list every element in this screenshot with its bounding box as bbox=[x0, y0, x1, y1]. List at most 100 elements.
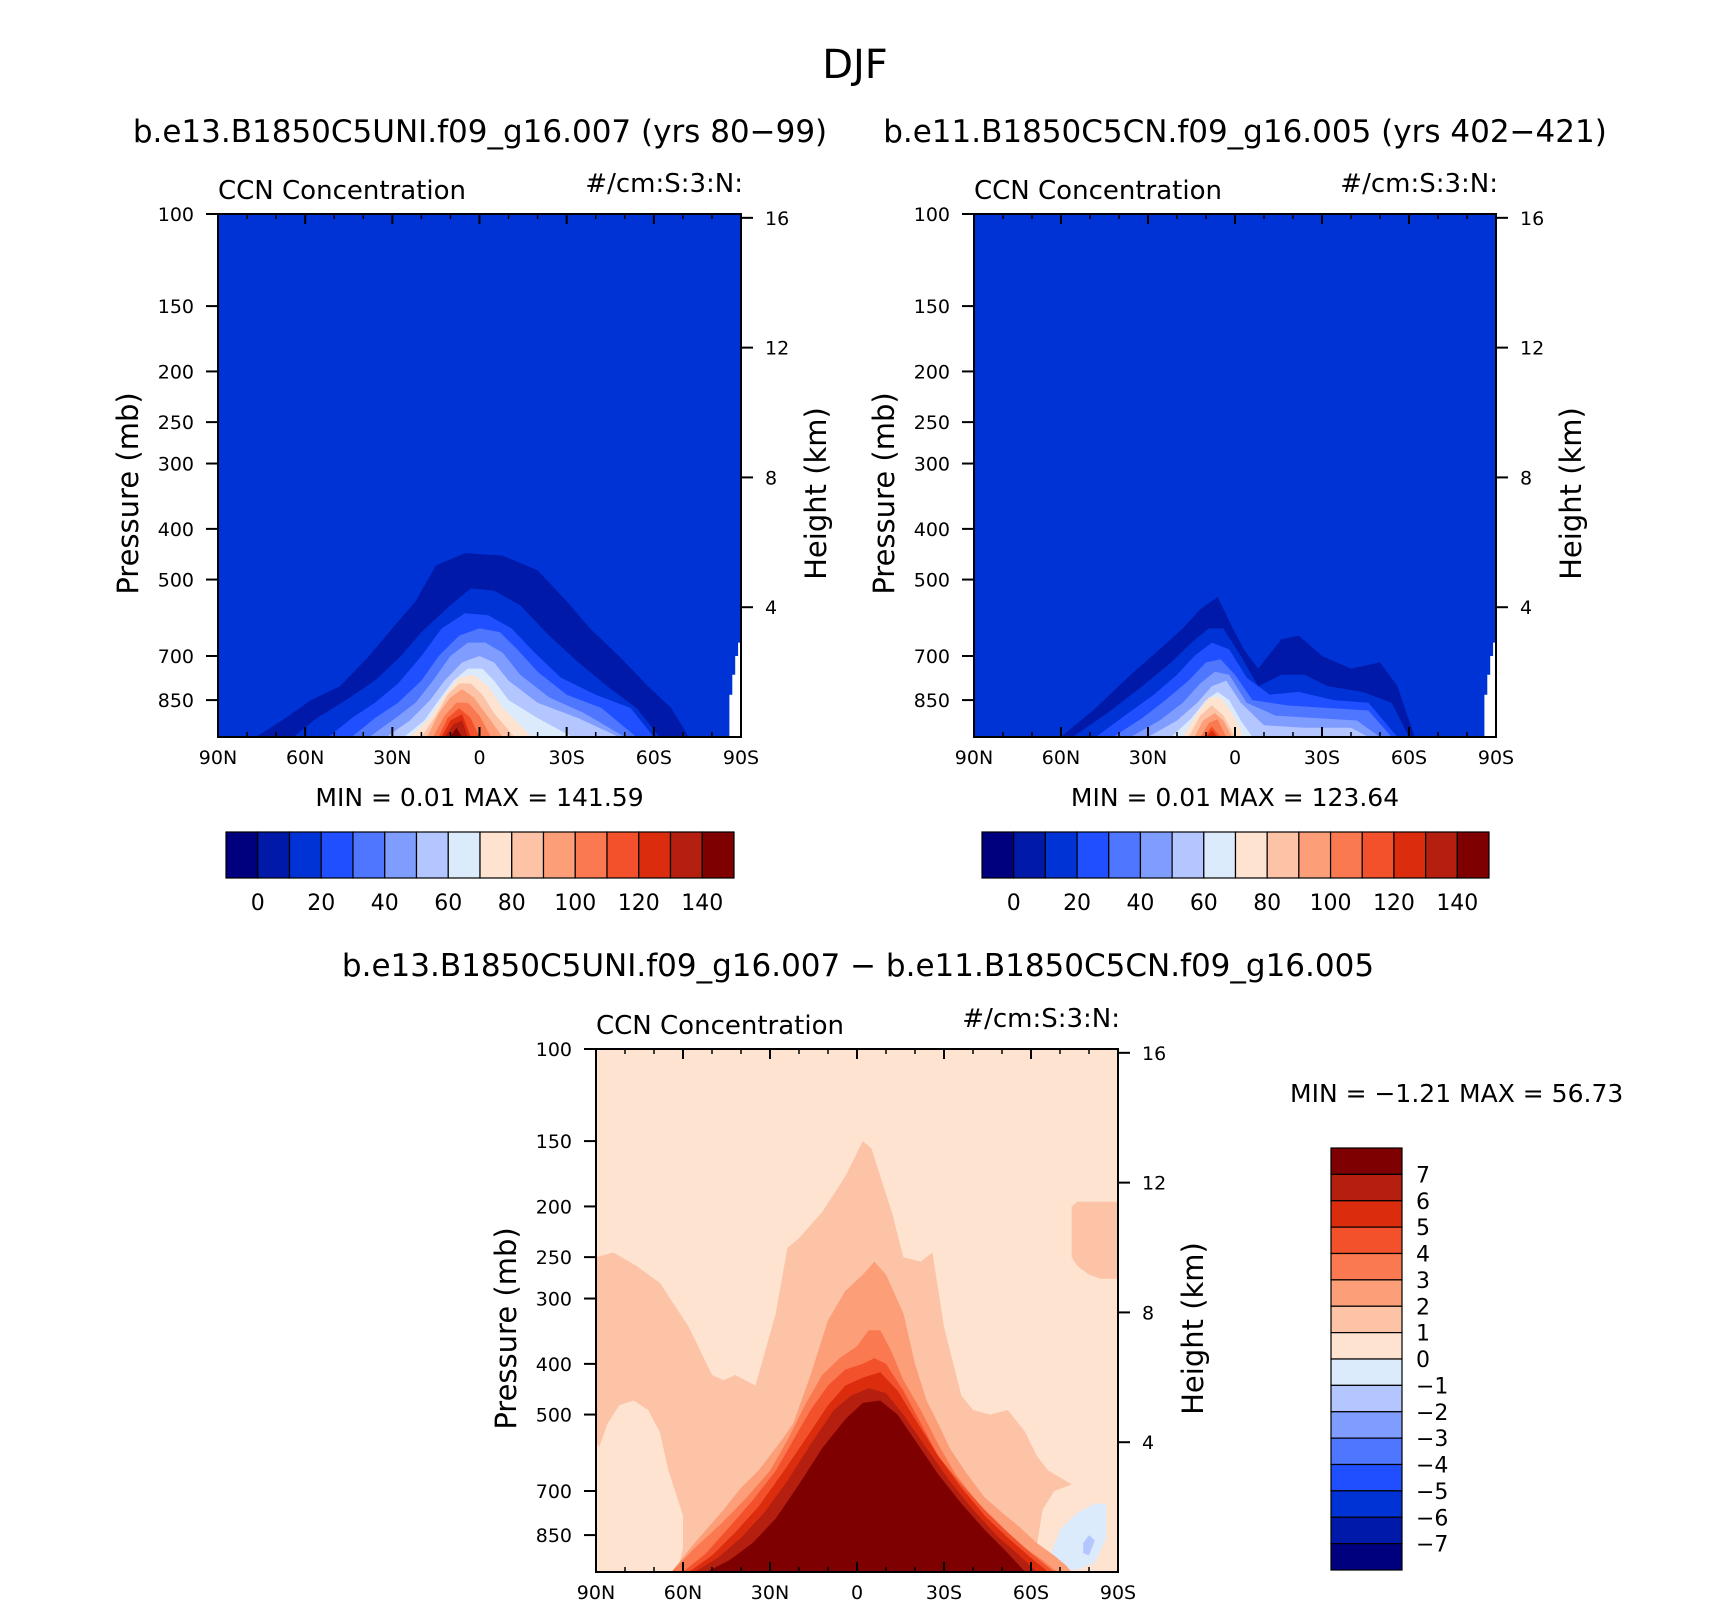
colorbar-box bbox=[320, 831, 354, 879]
x-tick-label: 30S bbox=[926, 1582, 962, 1604]
contour-band-5 bbox=[1048, 1503, 1107, 1570]
right-axis-label: Height (km) bbox=[799, 407, 833, 580]
colorbar-label: −4 bbox=[1416, 1454, 1448, 1479]
colorbar-label: −3 bbox=[1416, 1427, 1448, 1452]
contour-band-4 bbox=[1071, 1201, 1118, 1279]
contour-band-15 bbox=[450, 727, 463, 737]
y-tick-label: 300 bbox=[536, 1289, 572, 1311]
colorbar-box bbox=[1013, 831, 1046, 879]
colorbar-box bbox=[542, 831, 576, 879]
y-tick-label: 100 bbox=[158, 204, 194, 226]
colorbar-box bbox=[574, 831, 608, 879]
colorbar-label: 6 bbox=[1416, 1190, 1430, 1215]
colorbar-box bbox=[1330, 1543, 1403, 1571]
subtitle-left: CCN Concentration bbox=[596, 1011, 844, 1041]
y-tick-label: 700 bbox=[536, 1481, 572, 1503]
min-max-stats: MIN = 0.01 MAX = 123.64 bbox=[1071, 783, 1399, 812]
x-tick-label: 0 bbox=[1229, 747, 1241, 769]
colorbar-box bbox=[1330, 1490, 1403, 1518]
colorbar-label: 140 bbox=[681, 891, 723, 916]
colorbar-box bbox=[288, 831, 322, 879]
plot-area bbox=[596, 1049, 1118, 1572]
y-tick-label: 400 bbox=[536, 1354, 572, 1376]
colorbar-label: 0 bbox=[1007, 891, 1021, 916]
colorbar-box bbox=[1330, 1200, 1403, 1228]
subtitle-left: CCN Concentration bbox=[218, 176, 466, 206]
colorbar: 0 20 40 60 80 100 120 140 bbox=[225, 831, 735, 916]
colorbar-label: 120 bbox=[1373, 891, 1415, 916]
colorbar-box bbox=[384, 831, 418, 879]
colorbar-box bbox=[1330, 1384, 1403, 1413]
colorbar-box bbox=[1203, 831, 1237, 879]
colorbar-box bbox=[1330, 1226, 1403, 1255]
colorbar-label: 4 bbox=[1416, 1243, 1430, 1268]
figure-title: DJF bbox=[822, 42, 888, 88]
right-axis-tick-label: 4 bbox=[1142, 1432, 1154, 1454]
colorbar-label: 60 bbox=[434, 891, 462, 916]
plot-area bbox=[218, 214, 741, 737]
y-tick-label: 500 bbox=[158, 570, 194, 592]
colorbar-box bbox=[1393, 831, 1427, 879]
colorbar-box bbox=[981, 831, 1015, 879]
y-tick-label: 100 bbox=[914, 204, 950, 226]
x-tick-label: 90N bbox=[199, 747, 237, 769]
missing-data-region bbox=[729, 642, 741, 737]
colorbar-box bbox=[638, 831, 672, 879]
min-max-stats: MIN = −1.21 MAX = 56.73 bbox=[1290, 1079, 1623, 1108]
colorbar-box bbox=[1266, 831, 1300, 879]
x-tick-label: 30N bbox=[373, 747, 411, 769]
colorbar-box bbox=[1330, 1279, 1403, 1307]
colorbar: 0 20 40 60 80 100 120 140 bbox=[981, 831, 1490, 916]
x-tick-label: 0 bbox=[473, 747, 485, 769]
x-tick-label: 60S bbox=[1391, 747, 1427, 769]
colorbar-label: 1 bbox=[1416, 1322, 1430, 1347]
colorbar-box bbox=[1076, 831, 1110, 879]
colorbar-box bbox=[1330, 1173, 1403, 1202]
y-tick-label: 200 bbox=[536, 1196, 572, 1218]
colorbar-label: −7 bbox=[1416, 1533, 1448, 1558]
right-axis-tick-label: 4 bbox=[1520, 597, 1532, 619]
colorbar-box bbox=[1425, 831, 1458, 879]
colorbar-label: 100 bbox=[554, 891, 596, 916]
colorbar-box bbox=[415, 831, 449, 879]
colorbar-box bbox=[1456, 831, 1490, 879]
y-tick-label: 700 bbox=[914, 646, 950, 668]
chart-panel-2: 90N 60N 30N 0 30S 60S 90S100150200250300400500… bbox=[867, 114, 1607, 916]
colorbar-box bbox=[1139, 831, 1173, 879]
y-tick-label: 250 bbox=[158, 412, 194, 434]
y-tick-label: 400 bbox=[914, 519, 950, 541]
colorbar-label: 40 bbox=[1126, 891, 1154, 916]
colorbar-box bbox=[1330, 1252, 1403, 1281]
colorbar-box bbox=[1330, 1305, 1403, 1334]
chart-panel-3: 90N 60N 30N 0 30S 60S 90S100150200250300400500… bbox=[342, 948, 1623, 1604]
right-axis-label: Height (km) bbox=[1176, 1242, 1210, 1415]
colorbar-label: −1 bbox=[1416, 1374, 1448, 1399]
y-tick-label: 850 bbox=[536, 1525, 572, 1547]
missing-data-region bbox=[1484, 642, 1496, 737]
colorbar-label: 0 bbox=[1416, 1348, 1430, 1373]
y-tick-label: 150 bbox=[158, 296, 194, 318]
colorbar-label: 7 bbox=[1416, 1163, 1430, 1188]
x-tick-label: 90S bbox=[723, 747, 759, 769]
right-axis-tick-label: 12 bbox=[765, 338, 789, 360]
colorbar-box bbox=[479, 831, 513, 879]
y-tick-label: 500 bbox=[914, 570, 950, 592]
y-axis-label: Pressure (mb) bbox=[867, 392, 901, 594]
right-axis-tick-label: 16 bbox=[1142, 1043, 1166, 1065]
colorbar-label: −6 bbox=[1416, 1506, 1448, 1531]
x-tick-label: 30S bbox=[1304, 747, 1340, 769]
contour-band-12 bbox=[706, 1400, 1026, 1572]
x-tick-label: 90N bbox=[577, 1582, 615, 1604]
y-tick-label: 400 bbox=[158, 519, 194, 541]
x-tick-label: 90N bbox=[955, 747, 993, 769]
colorbar-label: 80 bbox=[1253, 891, 1281, 916]
panel-title: b.e11.B1850C5CN.f09_g16.005 (yrs 402−421… bbox=[883, 114, 1607, 150]
y-tick-label: 850 bbox=[158, 690, 194, 712]
y-tick-label: 200 bbox=[158, 361, 194, 383]
colorbar-box bbox=[701, 831, 735, 879]
right-axis-tick-label: 12 bbox=[1520, 338, 1544, 360]
colorbar-label: 20 bbox=[307, 891, 335, 916]
right-axis-tick-label: 8 bbox=[765, 467, 777, 489]
